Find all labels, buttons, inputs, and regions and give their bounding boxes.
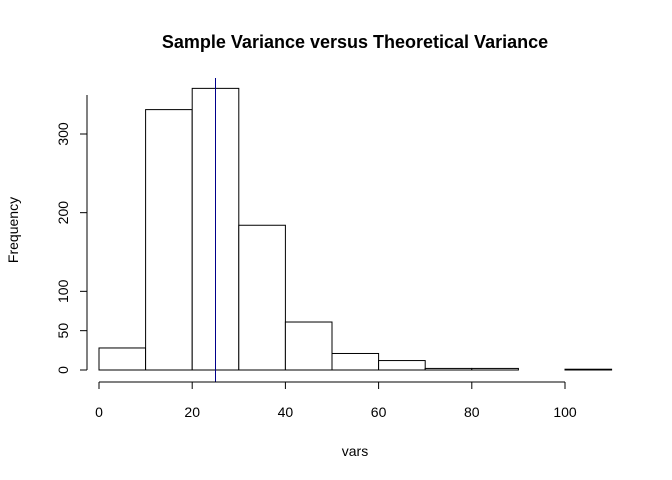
y-tick-label: 50 (55, 323, 71, 339)
histogram-bar (238, 224, 286, 371)
x-tick-label: 100 (553, 404, 577, 420)
histogram-bar (284, 321, 333, 371)
histogram-bar (98, 347, 147, 371)
y-tick-label: 0 (55, 366, 71, 374)
bars-group (98, 87, 613, 371)
y-axis-title: Frequency (5, 197, 21, 263)
y-axis: 0 50 100 200 300 (55, 95, 88, 374)
histogram-bar (471, 367, 519, 371)
x-axis: 0 20 40 60 80 100 (95, 381, 577, 420)
chart-title: Sample Variance versus Theoretical Varia… (162, 32, 548, 52)
x-tick-label: 40 (278, 404, 294, 420)
y-tick-label: 200 (55, 201, 71, 225)
y-tick-label: 100 (55, 279, 71, 303)
x-tick-label: 20 (184, 404, 200, 420)
histogram-bar (424, 367, 473, 371)
y-tick-label: 300 (55, 122, 71, 146)
histogram-bar (378, 360, 426, 371)
x-tick-label: 80 (464, 404, 480, 420)
x-tick-label: 0 (95, 404, 103, 420)
x-axis-title: vars (342, 443, 368, 459)
histogram-bar (145, 109, 193, 371)
x-tick-label: 60 (371, 404, 387, 420)
histogram-bar (564, 368, 613, 371)
histogram-bar (331, 352, 380, 371)
